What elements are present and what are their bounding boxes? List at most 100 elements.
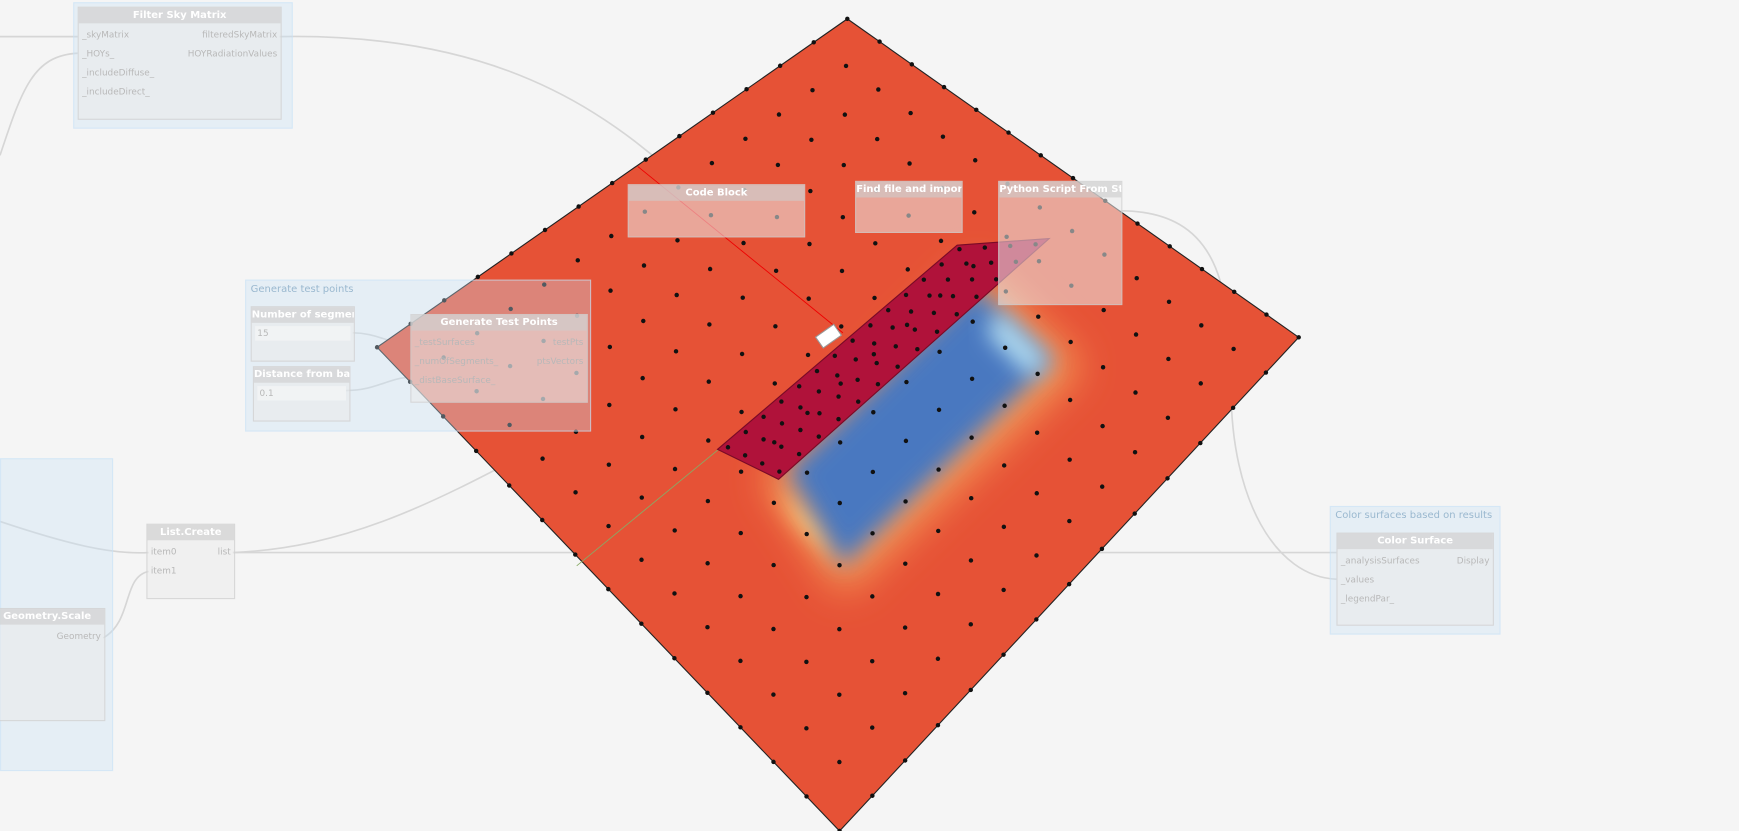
test-point [741,240,746,246]
test-point [777,63,783,68]
test-point [1100,423,1105,429]
test-point [1135,221,1140,226]
node: Find file and import it [855,180,963,233]
test-point [940,134,946,139]
input-port: _numOfSegments_ [414,356,499,367]
test-point [1002,403,1007,408]
test-point [1001,524,1007,530]
node-ports: item0 item1 list [148,540,235,582]
test-point [673,407,678,412]
test-point [909,62,915,67]
test-point [841,162,847,168]
test-point [856,399,861,404]
node-title: List.Create [147,524,235,541]
test-point [903,438,909,444]
test-point [969,435,974,440]
node: Code Block [627,184,806,238]
test-point [871,410,876,415]
y-axis [576,448,719,567]
test-point [805,352,811,358]
node-title: Geometry.Scale [0,609,105,625]
test-point [738,725,743,730]
test-point [672,591,677,596]
test-point [806,296,811,301]
test-point [442,298,447,303]
test-point [970,319,975,324]
output-port: Display [1456,555,1490,566]
test-point [870,531,875,536]
test-point [639,434,645,440]
node-title: Generate Test Points [411,315,587,331]
test-point [817,411,822,416]
test-point [845,16,850,22]
test-point [938,293,943,298]
test-point [1034,491,1039,496]
test-point [805,410,810,416]
output-port: HOYRadiationValues [187,48,278,59]
input-port: _includeDirect_ [82,86,150,97]
test-point [779,444,784,449]
test-point [606,523,611,529]
test-point [542,282,547,287]
input-ports: item0 item1 [151,543,177,581]
test-point [1001,652,1006,657]
test-point [837,563,842,568]
test-point [1166,299,1172,305]
test-point [738,530,743,536]
node-title: Distance from base [253,367,350,383]
input-ports: _analysisSurfaces _values _legendPar_ [1341,551,1420,608]
test-point [902,625,908,630]
test-point [1165,476,1170,481]
test-point [814,368,820,374]
output-port: filteredSkyMatrix [202,29,278,40]
test-point [927,293,932,298]
test-point [573,552,578,557]
test-point [771,562,776,568]
output-ports: list [218,543,231,581]
test-point [772,381,777,386]
test-point [968,558,974,563]
test-point [773,268,779,274]
test-point [895,364,900,369]
test-point [771,759,776,765]
test-point [870,793,875,798]
test-point [1002,345,1008,350]
test-point [796,384,802,389]
test-point [950,293,956,299]
test-point [705,624,710,630]
test-point [964,261,969,266]
node: Generate Test Points _testSurfaces _numOfS… [410,313,588,403]
test-point [796,451,802,457]
test-point [1036,314,1041,319]
test-point [1099,546,1105,552]
test-point [710,110,716,115]
test-point [779,421,785,426]
test-point [743,136,748,142]
test-point [1166,356,1171,362]
test-point [674,292,679,298]
test-point [968,687,973,693]
test-point [1132,450,1138,455]
test-point [973,158,978,163]
test-point [1001,463,1007,468]
node: Filter Sky Matrix _skyMatrix _HOYs_ _includ… [77,6,282,120]
test-point [872,295,877,301]
test-point [988,260,994,265]
test-point [672,466,678,472]
test-point [639,495,645,500]
test-point [1232,289,1237,295]
test-point [886,307,891,313]
test-point [1134,275,1139,281]
test-point [1034,430,1040,435]
test-point [1231,346,1236,352]
test-point [870,594,875,599]
test-point [855,377,860,383]
node: Color Surface _analysisSurfaces _values _le… [1336,532,1494,626]
test-point [982,245,988,250]
test-point [738,469,744,474]
test-point [1067,457,1072,462]
test-point [607,402,612,408]
test-point [974,294,979,299]
test-point [836,394,841,399]
